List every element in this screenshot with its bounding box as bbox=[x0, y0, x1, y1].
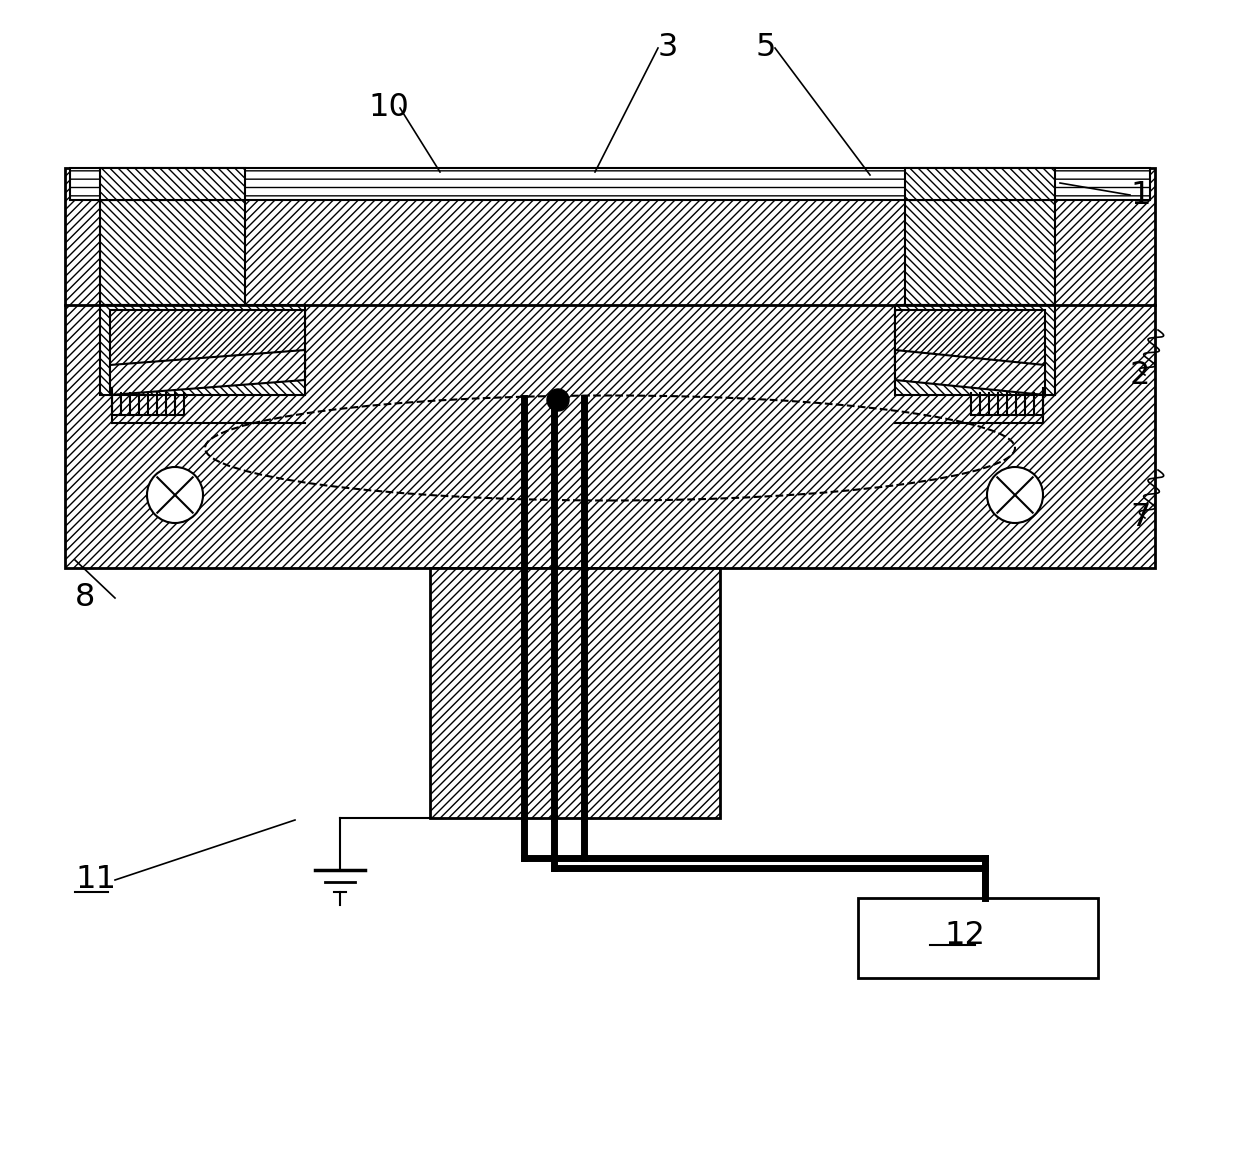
Circle shape bbox=[148, 467, 203, 523]
Text: 2: 2 bbox=[1130, 359, 1151, 391]
Bar bbox=[100, 168, 246, 200]
Bar bbox=[430, 567, 720, 818]
Bar bbox=[100, 200, 246, 305]
Text: 7: 7 bbox=[1130, 502, 1151, 534]
Polygon shape bbox=[895, 350, 1045, 395]
Text: 10: 10 bbox=[368, 92, 409, 124]
Bar bbox=[895, 305, 1055, 395]
Text: 8: 8 bbox=[74, 583, 95, 613]
Circle shape bbox=[547, 388, 569, 411]
Text: 3: 3 bbox=[658, 33, 678, 63]
Text: 11: 11 bbox=[74, 865, 117, 895]
Text: 5: 5 bbox=[755, 33, 775, 63]
Polygon shape bbox=[895, 310, 1045, 380]
Polygon shape bbox=[110, 350, 305, 395]
Bar bbox=[69, 168, 1149, 200]
Bar bbox=[100, 305, 305, 395]
Bar bbox=[64, 168, 1154, 567]
Text: 1: 1 bbox=[1130, 179, 1151, 211]
Bar bbox=[905, 168, 1055, 200]
Text: 12: 12 bbox=[945, 920, 986, 950]
Circle shape bbox=[987, 467, 1043, 523]
Polygon shape bbox=[110, 310, 305, 380]
Bar bbox=[905, 200, 1055, 305]
Bar bbox=[858, 899, 1097, 978]
